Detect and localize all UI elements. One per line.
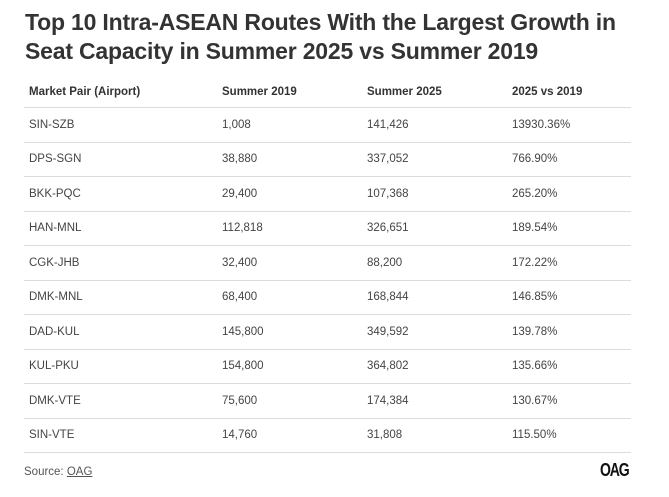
table-row: BKK-PQC 29,400 107,368 265.20% [24,176,631,211]
table-cell: 766.90% [507,141,631,177]
table-cell: KUL-PKU [24,348,217,384]
source-link[interactable]: OAG [66,466,93,478]
table-cell: HAN-MNL [24,210,217,246]
table-cell: 265.20% [507,176,631,211]
table-cell: 174,384 [362,383,507,418]
column-header: 2025 vs 2019 [512,85,583,98]
table-cell: CGK-JHB [24,245,217,280]
table-cell: 139.78% [507,314,631,349]
chart-title: Top 10 Intra-ASEAN Routes With the Large… [25,9,616,64]
table-cell: 146.85% [507,279,631,315]
table-cell: 14,760 [217,417,362,453]
table-cell: SIN-VTE [24,417,217,453]
table-row: DMK-VTE 75,600 174,384 130.67% [24,383,631,418]
table-cell: 115.50% [507,417,631,453]
table-cell: DMK-MNL [24,279,217,315]
table-cell: 130.67% [507,383,631,418]
table-row: SIN-VTE 14,760 31,808 115.50% [24,417,631,453]
table-cell: 135.66% [507,348,631,384]
column-header: Summer 2025 [367,85,442,98]
table-cell: DPS-SGN [24,141,217,177]
table-cell: 112,818 [217,210,362,246]
table-cell: 172.22% [507,245,631,280]
table-cell: BKK-PQC [24,176,217,211]
table-cell: 337,052 [362,141,507,177]
table-cell: DMK-VTE [24,383,217,418]
table-cell: 88,200 [362,245,507,280]
column-header: Summer 2019 [222,85,297,98]
table-cell: 107,368 [362,176,507,211]
table-cell: 189.54% [507,210,631,246]
table-cell: 75,600 [217,383,362,418]
table-row: DPS-SGN 38,880 337,052 766.90% [24,141,631,177]
table-row: SIN-SZB 1,008 141,426 13930.36% [24,107,631,142]
table-cell: 1,008 [217,107,362,142]
table-cell: 154,800 [217,348,362,384]
column-header: Market Pair (Airport) [29,85,141,98]
table-cell: 13930.36% [507,107,631,142]
table-cell: 38,880 [217,141,362,177]
table-header-row: Market Pair (Airport) Summer 2019 Summer… [24,76,631,108]
source-label: Source: [24,466,67,478]
table-cell: 145,800 [217,314,362,349]
table-cell: 32,400 [217,245,362,280]
table-cell: 141,426 [362,107,507,142]
table-row: DAD-KUL 145,800 349,592 139.78% [24,314,631,349]
table-cell: 349,592 [362,314,507,349]
table-row: CGK-JHB 32,400 88,200 172.22% [24,245,631,280]
table-cell: 31,808 [362,417,507,453]
source-note: Source: OAG [24,466,92,478]
table-cell: SIN-SZB [24,107,217,142]
table-row: HAN-MNL 112,818 326,651 189.54% [24,210,631,246]
oag-logo: OAG [600,460,630,480]
table-cell: 68,400 [217,279,362,315]
table-row: DMK-MNL 68,400 168,844 146.85% [24,279,631,315]
table-cell: DAD-KUL [24,314,217,349]
table-cell: 168,844 [362,279,507,315]
table-cell: 29,400 [217,176,362,211]
table-cell: 326,651 [362,210,507,246]
table-cell: 364,802 [362,348,507,384]
table-row: KUL-PKU 154,800 364,802 135.66% [24,348,631,384]
data-table: Market Pair (Airport) Summer 2019 Summer… [24,76,631,453]
